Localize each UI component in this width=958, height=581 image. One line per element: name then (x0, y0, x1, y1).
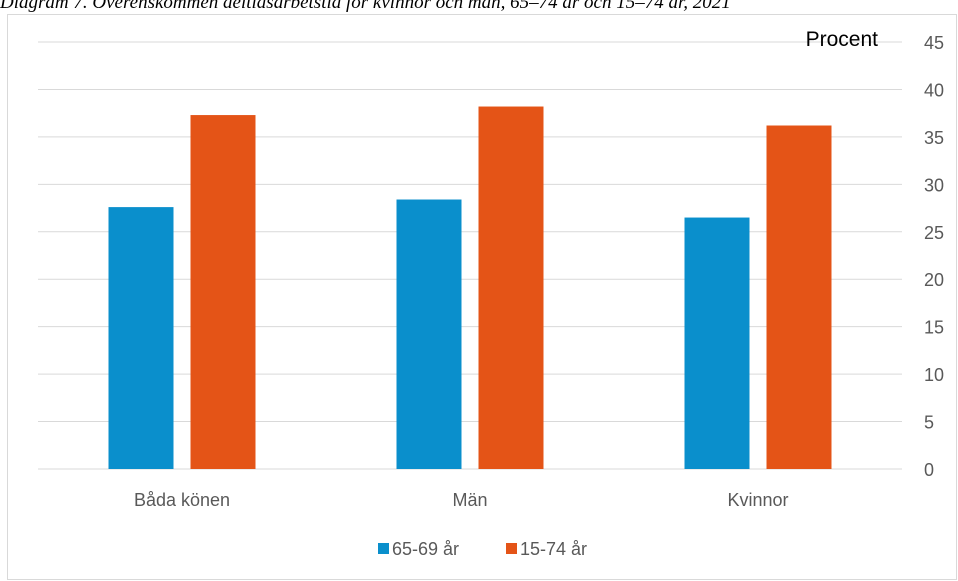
bar-65-69-år-2 (684, 217, 750, 469)
bar-15-74-år-2 (766, 125, 832, 469)
y-tick-label: 25 (924, 223, 944, 243)
y-tick-label: 10 (924, 365, 944, 385)
y-tick-label: 0 (924, 460, 934, 480)
legend-label: 15-74 år (520, 539, 587, 559)
bar-15-74-år-1 (478, 106, 544, 469)
y-tick-label: 35 (924, 128, 944, 148)
legend-swatch (378, 543, 389, 554)
y-axis-tick-labels: 0 5 10 15 20 25 30 35 40 45 (924, 33, 944, 480)
chart-title: Diagram 7. Överenskommen deltidsarbetsti… (0, 0, 731, 13)
legend-label: 65-69 år (392, 539, 459, 559)
bars (108, 106, 832, 469)
legend: 65-69 år 15-74 år (378, 539, 587, 559)
y-tick-label: 45 (924, 33, 944, 53)
y-tick-label: 30 (924, 175, 944, 195)
x-category-label: Båda könen (134, 490, 230, 510)
bar-65-69-år-1 (396, 199, 462, 469)
x-category-label: Kvinnor (727, 490, 788, 510)
y-tick-label: 40 (924, 80, 944, 100)
legend-swatch (506, 543, 517, 554)
y-axis-unit-label: Procent (806, 28, 879, 51)
gridlines (38, 41, 902, 470)
bar-15-74-år-0 (190, 115, 256, 469)
x-axis-category-labels: Båda könen Män Kvinnor (134, 490, 789, 510)
y-tick-label: 20 (924, 270, 944, 290)
bar-65-69-år-0 (108, 207, 174, 469)
x-category-label: Män (452, 490, 487, 510)
y-tick-label: 15 (924, 318, 944, 338)
y-tick-label: 5 (924, 413, 934, 433)
